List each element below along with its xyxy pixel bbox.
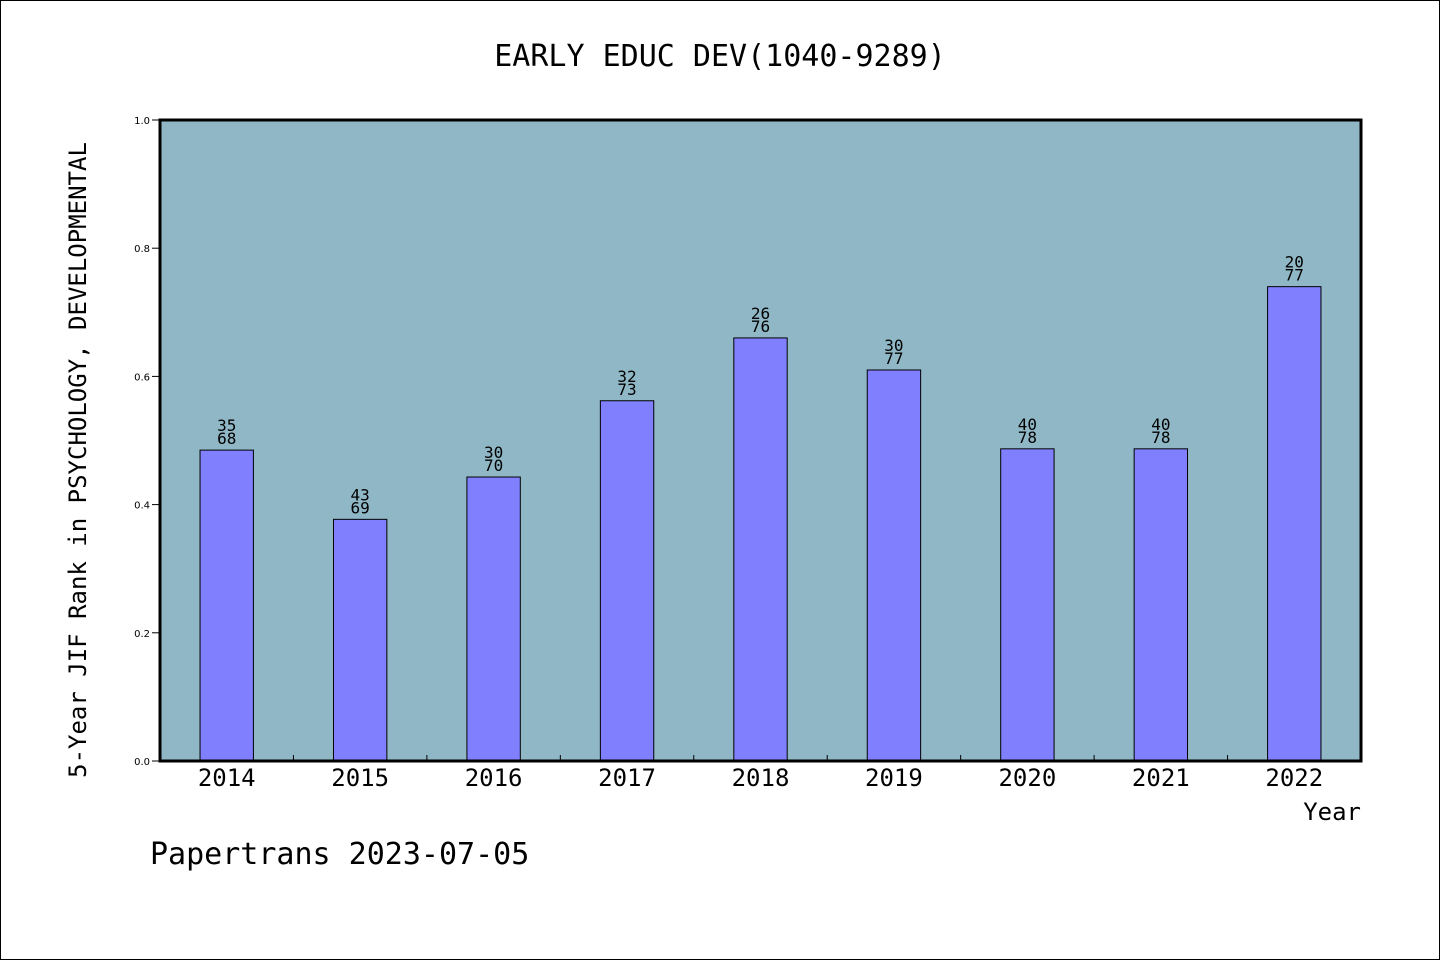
y-tick-label: 0.2 <box>134 629 150 640</box>
bar-total-label-2021: 78 <box>1151 428 1170 447</box>
bar-total-label-2020: 78 <box>1018 428 1037 447</box>
bar-2018 <box>733 337 788 762</box>
x-tick-label-2021: 2021 <box>1132 764 1190 792</box>
bar-total-label-2017: 73 <box>617 380 636 399</box>
bar-rank-label-2020: 40 <box>1018 415 1037 434</box>
bar-total-label-2016: 70 <box>484 456 503 475</box>
x-tick-label-2017: 2017 <box>598 764 656 792</box>
x-tick-label-2016: 2016 <box>465 764 523 792</box>
bar-total-label-2019: 77 <box>884 349 903 368</box>
bar-rank-label-2016: 30 <box>484 443 503 462</box>
bar-rank-label-2014: 35 <box>217 416 236 435</box>
y-axis-label: 5-Year JIF Rank in PSYCHOLOGY, DEVELOPME… <box>64 142 92 778</box>
bar-2015 <box>332 518 388 762</box>
footer-credit: Papertrans 2023-07-05 <box>150 837 529 872</box>
bar-2014 <box>199 449 254 762</box>
bar-2021 <box>1133 448 1189 762</box>
x-tick-label-2019: 2019 <box>865 764 923 792</box>
bar-2016 <box>466 476 521 762</box>
x-tick-label-2022: 2022 <box>1265 764 1323 792</box>
x-tick-label-2018: 2018 <box>732 764 790 792</box>
bar-total-label-2022: 77 <box>1285 266 1304 285</box>
bar-2022 <box>1267 286 1322 762</box>
y-tick-label: 0.4 <box>134 501 150 512</box>
y-tick-label: 1.0 <box>134 116 150 127</box>
y-tick-label: 0.8 <box>134 244 150 255</box>
bar-total-label-2018: 76 <box>751 317 770 336</box>
y-ticks-group: 0.0 0.2 0.4 0.6 0.8 1.0 <box>134 116 160 768</box>
x-tick-label-2020: 2020 <box>998 764 1056 792</box>
bar-rank-label-2021: 40 <box>1151 415 1170 434</box>
x-ticks-group: 2014 2015 2016 2017 2018 2019 2020 2021 2022 <box>198 755 1323 792</box>
x-tick-label-2014: 2014 <box>198 764 256 792</box>
bar-total-label-2015: 69 <box>351 498 370 517</box>
bar-total-label-2014: 68 <box>217 429 236 448</box>
bar-2020 <box>1000 448 1055 762</box>
x-axis-label: Year <box>1303 798 1361 826</box>
bar-rank-label-2022: 20 <box>1285 253 1304 272</box>
bar-2017 <box>599 400 655 762</box>
bar-rank-label-2018: 26 <box>751 304 770 323</box>
bar-rank-label-2015: 43 <box>351 485 370 504</box>
bar-rank-label-2019: 30 <box>884 336 903 355</box>
y-tick-label: 0.0 <box>134 757 150 768</box>
bars-group <box>199 286 1322 762</box>
bar-rank-label-2017: 32 <box>617 367 636 386</box>
y-tick-label: 0.6 <box>134 372 150 383</box>
chart-title: EARLY EDUC DEV(1040-9289) <box>494 39 946 74</box>
x-tick-label-2015: 2015 <box>331 764 389 792</box>
plot-border <box>158 118 1363 763</box>
bar-2019 <box>866 369 922 762</box>
